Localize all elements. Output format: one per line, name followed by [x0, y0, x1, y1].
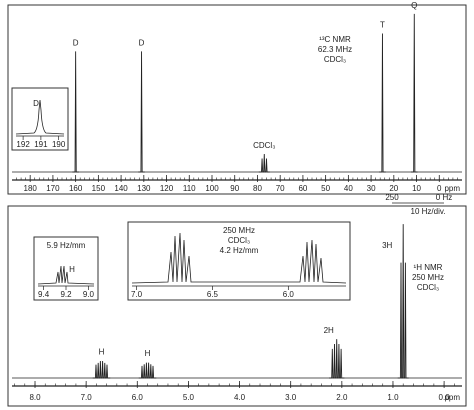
- peak-label: 3H: [382, 241, 392, 250]
- inset-caption: 4.2 Hz/mm: [220, 246, 259, 255]
- peak: [329, 339, 345, 379]
- inset-curve: [37, 265, 95, 285]
- inset-caption: CDCl₃: [228, 236, 250, 245]
- inset-tick-label: 6.5: [207, 290, 219, 299]
- x-tick-label: 0.0: [439, 393, 451, 402]
- x-tick-label: 60: [298, 184, 307, 193]
- inset-tick-label: 9.2: [60, 290, 72, 299]
- x-tick-label: 1.0: [387, 393, 399, 402]
- x-tick-label: 8.0: [29, 393, 41, 402]
- peak: [72, 51, 79, 173]
- inset-curve: [131, 232, 347, 284]
- x-tick-label: 0: [437, 184, 442, 193]
- x-tick-label: 120: [160, 184, 174, 193]
- peak-label: H: [145, 349, 151, 358]
- peak-label: D: [139, 38, 145, 47]
- x-tick-label: 5.0: [183, 393, 195, 402]
- x-tick-label: 90: [230, 184, 239, 193]
- x-tick-label: 160: [69, 184, 83, 193]
- inset-frame: [33, 236, 99, 301]
- inset-tick-label: 192: [16, 140, 30, 149]
- inset-tick-label: 191: [34, 140, 48, 149]
- h1-panel: [7, 205, 467, 407]
- spectrum-subtitle: 62.3 MHz: [318, 45, 352, 54]
- x-tick-label: 30: [367, 184, 376, 193]
- scale-caption: 10 Hz/div.: [411, 207, 446, 216]
- x-tick-label: 7.0: [81, 393, 93, 402]
- inset-frame: [11, 87, 69, 151]
- peak-label: Q: [411, 1, 417, 10]
- spectrum-title: ¹³C NMR: [319, 35, 351, 44]
- x-tick-label: 130: [137, 184, 151, 193]
- x-tick-label: 140: [114, 184, 128, 193]
- x-tick-label: 180: [24, 184, 38, 193]
- x-tick-label: 20: [389, 184, 398, 193]
- inset-label: D: [33, 99, 39, 108]
- x-tick-label: 100: [205, 184, 219, 193]
- x-tick-label: 10: [412, 184, 421, 193]
- peak: [138, 362, 157, 379]
- x-tick-label: 80: [253, 184, 262, 193]
- inset-caption: 250 MHz: [223, 226, 255, 235]
- peak: [397, 224, 409, 379]
- x-unit: ppm: [444, 393, 460, 402]
- x-tick-label: 110: [183, 184, 196, 193]
- x-tick-label: 50: [321, 184, 330, 193]
- x-tick-label: 3.0: [285, 393, 297, 402]
- x-tick-label: 6.0: [132, 393, 144, 402]
- x-tick-label: 40: [344, 184, 353, 193]
- peak-label: T: [380, 21, 385, 30]
- spectrum-title: ¹H NMR: [414, 263, 443, 272]
- peak-label: 2H: [324, 326, 334, 335]
- spectrum-subtitle: CDCl₃: [324, 55, 346, 64]
- x-tick-label: 170: [46, 184, 60, 193]
- peak: [258, 154, 270, 173]
- x-unit: ppm: [444, 184, 460, 193]
- scale-label: 250: [385, 193, 399, 202]
- spectrum-subtitle: CDCl₃: [417, 283, 439, 292]
- x-tick-label: 70: [276, 184, 285, 193]
- x-tick-label: 2.0: [336, 393, 348, 402]
- peak: [92, 361, 111, 379]
- inset-label: H: [69, 265, 75, 274]
- inset-frame: [127, 221, 351, 301]
- x-tick-label: 150: [92, 184, 106, 193]
- c13-panel: [7, 4, 467, 195]
- peak: [379, 33, 386, 173]
- inset-tick-label: 6.0: [283, 290, 295, 299]
- inset-tick-label: 9.4: [38, 290, 50, 299]
- inset-tick-label: 9.0: [83, 290, 95, 299]
- peak-label: H: [99, 347, 105, 356]
- scale-label: 0 Hz: [436, 193, 452, 202]
- peak: [138, 51, 145, 173]
- peak-label: D: [73, 38, 79, 47]
- inset-tick-label: 190: [52, 140, 66, 149]
- inset-tick-label: 7.0: [131, 290, 143, 299]
- spectrum-subtitle: 250 MHz: [412, 273, 444, 282]
- peak: [410, 13, 418, 173]
- peak-label: CDCl₃: [253, 141, 275, 150]
- inset-curve: [15, 99, 65, 135]
- x-tick-label: 4.0: [234, 393, 246, 402]
- inset-caption: 5.9 Hz/mm: [47, 241, 86, 250]
